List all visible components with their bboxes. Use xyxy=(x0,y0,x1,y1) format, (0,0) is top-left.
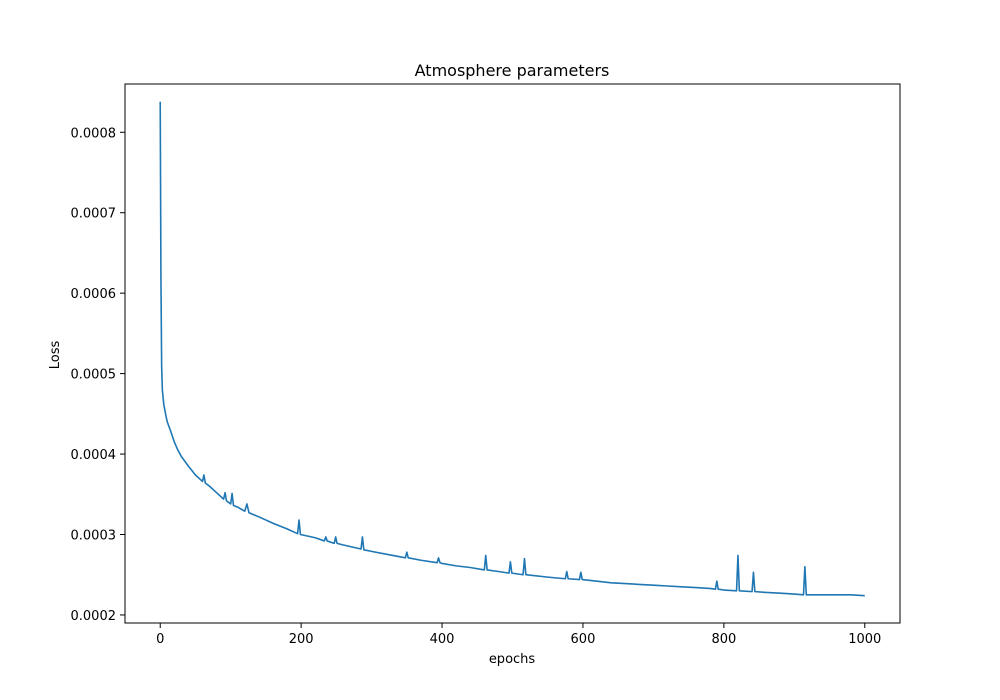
y-axis-title: Loss xyxy=(48,341,63,370)
x-tick-label: 400 xyxy=(430,632,455,647)
x-tick-label: 800 xyxy=(711,632,736,647)
y-tick-label: 0.0008 xyxy=(71,126,117,141)
x-tick-label: 200 xyxy=(289,632,314,647)
y-tick-label: 0.0002 xyxy=(71,609,117,624)
series-line-0 xyxy=(159,101,865,597)
y-tick-label: 0.0006 xyxy=(71,287,117,302)
x-axis-title: epochs xyxy=(489,652,536,667)
chart-title: Atmosphere parameters xyxy=(415,61,610,80)
x-tick-label: 0 xyxy=(156,632,164,647)
y-tick-label: 0.0004 xyxy=(71,448,117,463)
x-tick-label: 600 xyxy=(571,632,596,647)
plot-area: 0 200 400 600 800 1000 0.0002 0.0003 0.0004 0.000… xyxy=(71,83,901,647)
y-tick-label: 0.0007 xyxy=(71,207,117,222)
x-tick-label: 1000 xyxy=(848,632,881,647)
y-tick-label: 0.0005 xyxy=(71,368,117,383)
y-tick-label: 0.0003 xyxy=(71,529,117,544)
axes-frame xyxy=(124,83,901,624)
